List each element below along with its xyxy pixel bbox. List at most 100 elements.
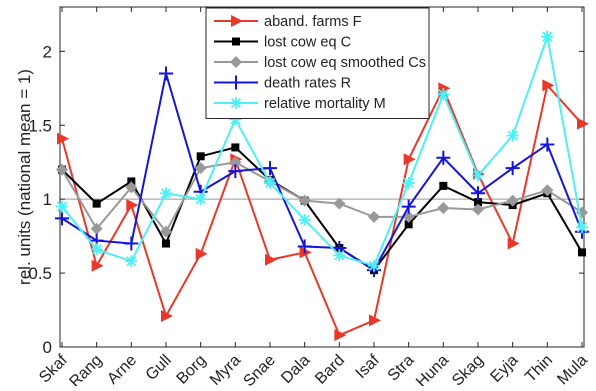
data-point — [92, 199, 101, 208]
y-tick-label: 1.5 — [28, 116, 52, 135]
data-point — [541, 30, 554, 43]
data-point — [194, 162, 207, 175]
data-point — [369, 314, 381, 327]
series-line — [61, 161, 583, 234]
data-point — [160, 187, 172, 200]
data-point — [228, 164, 243, 179]
data-point — [474, 198, 482, 207]
x-tick-label: Skaf — [36, 351, 71, 386]
x-tick-label: Snae — [240, 352, 279, 386]
x-tick-label: Gull — [143, 352, 175, 384]
data-point — [195, 247, 208, 260]
data-point — [90, 222, 103, 235]
data-point — [91, 259, 104, 272]
legend-box — [205, 7, 430, 119]
data-point — [56, 163, 68, 176]
data-point — [229, 156, 242, 169]
data-point — [471, 186, 485, 201]
data-point — [298, 194, 311, 207]
x-tick-label: Eyja — [487, 352, 521, 386]
data-point — [540, 137, 555, 152]
y-tick-label: 2 — [43, 42, 52, 61]
data-point — [437, 88, 450, 101]
data-point — [231, 143, 240, 152]
x-tick-label: Bard — [312, 352, 348, 386]
legend-label: aband. farms F — [264, 14, 362, 30]
data-point — [265, 253, 277, 266]
series-4 — [56, 30, 588, 272]
data-point — [57, 132, 69, 145]
legend-marker — [230, 56, 242, 68]
series-3 — [55, 66, 589, 278]
data-point — [263, 161, 277, 176]
data-point — [472, 169, 484, 182]
data-point — [334, 329, 347, 342]
legend: aband. farms F lost cow eq C lost cow eq s… — [205, 7, 430, 119]
data-point — [159, 66, 173, 81]
data-point — [56, 200, 68, 213]
y-tick-label: 1 — [43, 190, 52, 209]
data-point — [577, 117, 589, 130]
data-point — [124, 236, 139, 251]
y-tick-label: 0 — [43, 338, 52, 357]
x-tick-label: Borg — [174, 352, 210, 386]
data-point — [439, 181, 448, 190]
data-point — [402, 176, 415, 189]
data-point — [162, 239, 170, 248]
data-point — [161, 309, 173, 322]
legend-label: lost cow eq smoothed Cs — [264, 55, 426, 71]
data-point — [401, 199, 416, 214]
data-point — [576, 221, 588, 234]
data-point — [505, 161, 520, 176]
data-point — [126, 199, 139, 212]
x-tick-label: Myra — [207, 352, 244, 386]
legend-label: relative mortality M — [264, 96, 386, 112]
data-point — [368, 259, 380, 272]
data-point — [194, 193, 207, 206]
x-tick-label: Rang — [66, 352, 105, 386]
series-line — [61, 83, 583, 337]
data-point — [264, 176, 276, 189]
series-1 — [58, 143, 586, 275]
data-point — [404, 220, 413, 229]
data-point — [542, 79, 555, 92]
series-line — [61, 32, 583, 267]
data-point — [403, 153, 416, 166]
data-point — [541, 184, 554, 197]
legend-marker — [232, 37, 240, 46]
data-point — [90, 243, 103, 256]
legend-label: lost cow eq C — [264, 35, 351, 51]
x-tick-label: Dala — [278, 352, 313, 386]
data-point — [436, 150, 451, 165]
plot-frame — [59, 6, 585, 348]
legend-marker — [230, 97, 242, 109]
x-tick-label: Arne — [104, 352, 140, 386]
data-point — [297, 239, 312, 254]
data-point — [506, 194, 519, 207]
data-point — [578, 248, 586, 257]
x-tick-label: Mula — [554, 352, 591, 386]
data-point — [368, 210, 380, 223]
data-point — [196, 152, 205, 161]
x-tick-label: Thin — [522, 352, 556, 386]
legend-label: death rates R — [264, 76, 351, 92]
data-point — [506, 129, 519, 142]
data-point — [125, 181, 138, 194]
data-point — [333, 197, 346, 210]
legend-marker — [229, 75, 243, 90]
series-line — [61, 146, 583, 272]
series-line — [61, 73, 583, 272]
data-point — [55, 211, 69, 226]
data-point — [437, 202, 450, 215]
y-axis-label: rel. units (national mean = 1) — [15, 69, 34, 285]
data-point — [472, 203, 484, 216]
x-tick-label: Isaf — [353, 351, 384, 382]
data-point — [160, 225, 172, 238]
series-2 — [56, 156, 588, 238]
data-point — [333, 249, 346, 262]
legend-marker — [231, 15, 243, 27]
data-point — [125, 255, 138, 268]
x-tick-label: Huna — [413, 352, 452, 386]
